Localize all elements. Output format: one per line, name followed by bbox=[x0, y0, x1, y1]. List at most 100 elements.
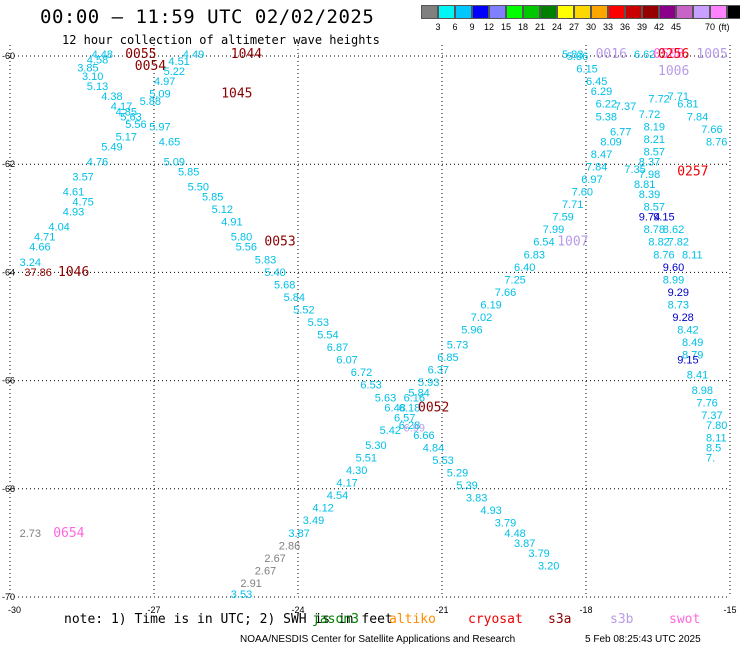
wave-height-value: 6.62 bbox=[634, 49, 655, 61]
wave-height-value: 8.99 bbox=[663, 274, 684, 286]
colorbar-swatch bbox=[625, 5, 642, 19]
colorbar-swatch bbox=[659, 5, 676, 19]
wave-height-value: 5.85 bbox=[178, 166, 199, 178]
wave-height-value: 4.17 bbox=[111, 101, 132, 113]
time-marker: 0016 bbox=[596, 47, 627, 62]
wave-height-value: 4.49 bbox=[183, 49, 204, 61]
colorbar-swatch bbox=[540, 5, 557, 19]
wave-height-value: 3.87 bbox=[514, 538, 535, 550]
wave-height-value: 8.76 bbox=[653, 249, 674, 261]
wave-height-value: 4.38 bbox=[101, 91, 122, 103]
wave-height-value: 6.18 bbox=[399, 402, 420, 414]
wave-height-value: 4.93 bbox=[63, 207, 84, 219]
footnote: note: 1) Time is in UTC; 2) SWH is in fe… bbox=[64, 612, 393, 627]
wave-height-value: 4.04 bbox=[48, 222, 69, 234]
colorbar-swatch bbox=[489, 5, 506, 19]
wave-height-value: 5.68 bbox=[274, 279, 295, 291]
wave-height-value: 7.02 bbox=[471, 312, 492, 324]
wave-height-value: 5.84 bbox=[284, 292, 305, 304]
y-tick-label: -64 bbox=[2, 267, 15, 277]
wave-height-value: 37.86 bbox=[24, 267, 52, 279]
wave-height-value: 6.97 bbox=[581, 174, 602, 186]
wave-height-value: 8.78 bbox=[644, 224, 665, 236]
wave-height-value: 5.51 bbox=[356, 453, 377, 465]
wave-height-value: 6.28 bbox=[399, 420, 420, 432]
colorbar-label: 30 bbox=[585, 22, 596, 32]
wave-height-value: 4.71 bbox=[34, 232, 55, 244]
map-grid bbox=[9, 45, 731, 598]
wave-height-value: 5.96 bbox=[461, 325, 482, 337]
wave-height-value: 8.57 bbox=[644, 202, 665, 214]
wave-height-value: 7.59 bbox=[552, 212, 573, 224]
colorbar-swatch bbox=[523, 5, 540, 19]
wave-height-value: 8.39 bbox=[639, 189, 660, 201]
wave-height-value: 8.41 bbox=[687, 370, 708, 382]
time-marker: 1005 bbox=[696, 47, 727, 62]
wave-height-value: 4.84 bbox=[423, 442, 444, 454]
wave-height-value: 5.93 bbox=[418, 377, 439, 389]
wave-height-value: 6.19 bbox=[480, 299, 501, 311]
wave-height-value: 4.66 bbox=[29, 242, 50, 254]
satellite-legend-jason3: jason3 bbox=[312, 612, 359, 627]
wave-height-value: 8.11 bbox=[706, 432, 727, 444]
wave-height-value: 6.15 bbox=[576, 64, 597, 76]
wave-height-value: 4.48 bbox=[92, 49, 113, 61]
wave-height-value: 8.5 bbox=[706, 442, 721, 454]
wave-height-value: 4.58 bbox=[87, 55, 108, 67]
colorbar-swatch bbox=[574, 5, 591, 19]
colorbar-swatch bbox=[693, 5, 710, 19]
colorbar-swatch bbox=[506, 5, 523, 19]
time-marker: 0508 bbox=[653, 47, 684, 62]
colorbar-label: 18 bbox=[517, 22, 528, 32]
wave-height-value: 5.80 bbox=[231, 232, 252, 244]
wave-height-value: 5.53 bbox=[308, 317, 329, 329]
wave-height-value: 6.83 bbox=[524, 249, 545, 261]
wave-height-value: 8.76 bbox=[706, 136, 727, 148]
wave-height-value: 3.83 bbox=[466, 493, 487, 505]
colorbar-label: 33 bbox=[602, 22, 613, 32]
wave-height-value: 7.66 bbox=[495, 287, 516, 299]
wave-height-value: 7.60 bbox=[572, 187, 593, 199]
x-tick-label: -18 bbox=[579, 605, 592, 615]
wave-height-value: 2.86 bbox=[279, 540, 300, 552]
wave-height-value: 5.52 bbox=[293, 304, 314, 316]
wave-height-value: 7.25 bbox=[504, 274, 525, 286]
wave-height-value: 6.57 bbox=[394, 412, 415, 424]
wave-height-value: 8.37 bbox=[639, 156, 660, 168]
wave-height-value: 7.82 bbox=[668, 237, 689, 249]
time-marker: 1044 bbox=[231, 47, 262, 62]
wave-height-value: 9.15 bbox=[653, 212, 674, 224]
wave-height-value: 6.72 bbox=[351, 367, 372, 379]
wave-height-value: 8.42 bbox=[677, 325, 698, 337]
time-marker: 0654 bbox=[53, 526, 84, 541]
wave-height-value: 5.63 bbox=[375, 392, 396, 404]
wave-height-value: 9.60 bbox=[663, 262, 684, 274]
wave-height-value: 8.98 bbox=[692, 385, 713, 397]
wave-height-value: 7.35 bbox=[624, 164, 645, 176]
wave-height-value: 7.80 bbox=[706, 420, 727, 432]
wave-height-value: 3.24 bbox=[20, 257, 41, 269]
wave-height-value: 3.10 bbox=[82, 71, 103, 83]
colorbar-label: 9 bbox=[469, 22, 475, 32]
wave-height-value: 4.97 bbox=[154, 76, 175, 88]
y-tick-label: -68 bbox=[2, 484, 15, 494]
colorbar-label: 3 bbox=[435, 22, 441, 32]
wave-height-value: 3.53 bbox=[231, 589, 252, 601]
wave-height-value: 7.84 bbox=[687, 111, 708, 123]
time-marker: 0053 bbox=[264, 235, 295, 250]
wave-height-value: 5.30 bbox=[365, 440, 386, 452]
x-tick-label: -30 bbox=[8, 605, 21, 615]
wave-height-value: 4.48 bbox=[504, 528, 525, 540]
wave-height-value: 7. bbox=[706, 453, 715, 465]
time-marker: 1045 bbox=[221, 87, 252, 102]
wave-height-value: 7.72 bbox=[648, 94, 669, 106]
wave-height-value: 4.93 bbox=[480, 505, 501, 517]
wave-height-value: 3.79 bbox=[495, 518, 516, 530]
wave-height-value: 6.16 bbox=[404, 392, 425, 404]
wave-height-value: 8.09 bbox=[600, 136, 621, 148]
wave-height-value: 5.54 bbox=[317, 330, 338, 342]
colorbar-label: 21 bbox=[534, 22, 545, 32]
wave-height-value: 5.40 bbox=[264, 267, 285, 279]
colorbar-swatch bbox=[727, 5, 740, 19]
wave-height-value: 8.49 bbox=[682, 337, 703, 349]
